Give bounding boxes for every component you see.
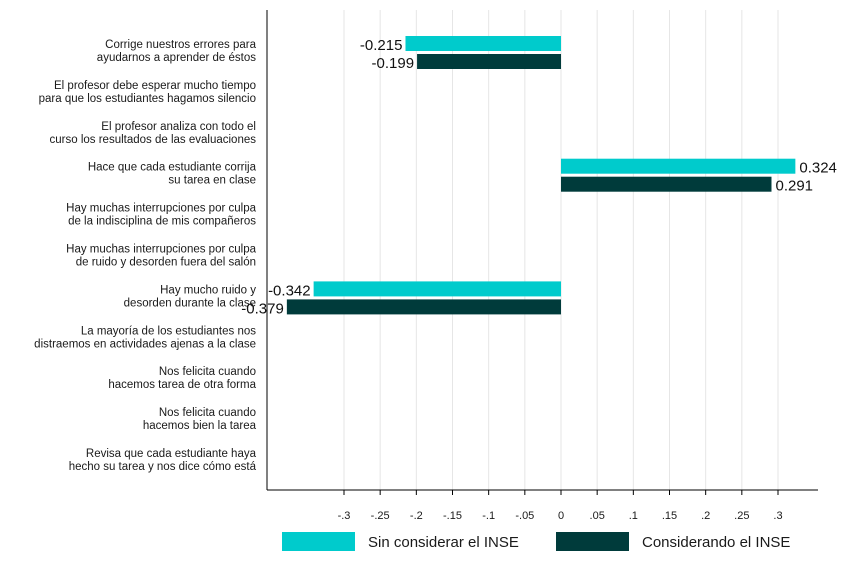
x-tick-labels: -.3 -.25 -.2 -.15 -.1 -.05 0 .05 .1 .15 .2 .25 .3 <box>338 490 783 522</box>
bar <box>417 54 561 69</box>
x-tick-label: 0 <box>558 510 564 522</box>
legend-label: Sin considerar el INSE <box>368 534 519 551</box>
x-tick-label: -.05 <box>515 510 534 522</box>
bar <box>286 299 561 315</box>
category-label: La mayoría de los estudiantes nos distrae… <box>34 325 256 350</box>
category-labels: Corrige nuestros errores para ayudarnos a… <box>34 39 256 473</box>
category-label: Hay mucho ruido y desorden durante la cla… <box>124 284 257 309</box>
category-label: Nos felicita cuando hacemos bien la tarea <box>143 407 257 432</box>
x-tick-label: .3 <box>773 510 782 522</box>
legend: Sin considerar el INSE Considerando el IN… <box>282 532 790 551</box>
bars-group <box>286 36 796 315</box>
axes <box>266 10 818 491</box>
value-labels: -0.215 0.324 -0.342 -0.199 0.291 -0.379 <box>241 37 837 317</box>
x-tick-label: .1 <box>629 510 638 522</box>
value-label: -0.215 <box>360 37 403 54</box>
value-label: 0.324 <box>799 160 837 177</box>
bar <box>405 36 561 51</box>
category-label: Hay muchas interrupciones por culpa de la… <box>66 203 256 228</box>
x-tick-label: .15 <box>662 510 677 522</box>
category-label: Nos felicita cuando hacemos tarea de otra… <box>108 366 256 391</box>
value-label: 0.291 <box>775 178 813 195</box>
category-label: Revisa que cada estudiante haya hecho su … <box>69 448 257 473</box>
category-label: Corrige nuestros errores para ayudarnos a… <box>97 39 257 64</box>
legend-swatch <box>282 532 355 551</box>
x-tick-label: -.3 <box>338 510 351 522</box>
category-label: Hace que cada estudiante corrija su tarea… <box>88 162 257 187</box>
value-label: -0.199 <box>372 55 415 72</box>
category-label: El profesor debe esperar mucho tiempo par… <box>39 80 256 105</box>
gridlines <box>343 10 779 490</box>
legend-label: Considerando el INSE <box>642 534 790 551</box>
x-tick-label: -.2 <box>410 510 423 522</box>
bar <box>561 158 796 174</box>
x-tick-label: .25 <box>734 510 749 522</box>
x-tick-label: -.25 <box>371 510 390 522</box>
x-tick-label: .05 <box>590 510 605 522</box>
x-tick-label: -.1 <box>482 510 495 522</box>
legend-swatch <box>556 532 629 551</box>
value-label: -0.379 <box>241 300 284 317</box>
x-tick-label: -.15 <box>443 510 462 522</box>
value-label: -0.342 <box>268 282 311 299</box>
bar <box>561 176 772 192</box>
category-label: Hay muchas interrupciones por culpa de ru… <box>66 244 256 269</box>
category-label: El profesor analiza con todo el curso los… <box>50 121 257 146</box>
x-tick-label: .2 <box>701 510 710 522</box>
bar <box>313 281 561 297</box>
